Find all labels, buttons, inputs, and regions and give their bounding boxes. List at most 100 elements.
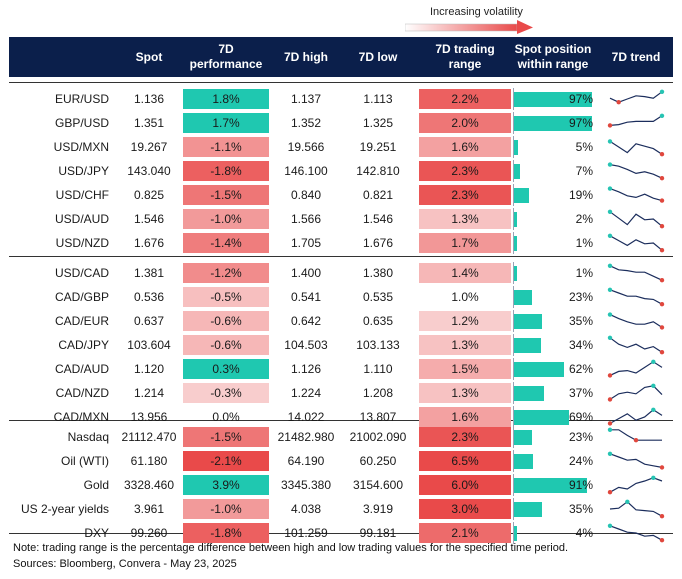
- trend-sparkline: [609, 499, 665, 519]
- low-value-text: 13.807: [359, 410, 397, 424]
- spot-value: 1.546: [119, 208, 179, 230]
- group-divider: [9, 82, 673, 83]
- header-7d-trend: 7D trend: [611, 49, 661, 64]
- high-value: 3345.380: [273, 474, 339, 496]
- perf-heat-cell: [183, 383, 269, 403]
- spot-value: 1.676: [119, 232, 179, 254]
- perf-heat-cell: [183, 335, 269, 355]
- row-label: Nasdaq: [9, 426, 115, 448]
- low-value-text: 1.546: [362, 212, 394, 226]
- spot-position-value: 62%: [568, 362, 593, 376]
- spot-position-value: 35%: [568, 502, 593, 516]
- spot-position-track: [513, 208, 594, 230]
- range-value-text: 1.2%: [451, 314, 479, 328]
- range-value-text: 2.3%: [451, 430, 479, 444]
- high-value-text: 4.038: [290, 502, 322, 516]
- range-heat-cell: [419, 475, 511, 495]
- spot-position-value: 19%: [568, 188, 593, 202]
- range-value-text: 6.5%: [451, 454, 479, 468]
- trend-max-point: [607, 186, 613, 191]
- trend-line: [609, 385, 663, 400]
- table-row: CAD/MXN 13.956 0.0% 14.022 13.807 1.6% 69%: [9, 406, 673, 428]
- spot-value-text: 0.825: [133, 188, 165, 202]
- high-value: 1.126: [273, 358, 339, 380]
- trend-max-point: [607, 523, 613, 528]
- table-row: Gold 3328.460 3.9% 3345.380 3154.600 6.0% 91%: [9, 474, 673, 496]
- range-value-text: 3.0%: [451, 502, 479, 516]
- spot-value-text: 19.267: [130, 140, 168, 154]
- spot-position-track: [513, 522, 594, 544]
- range-heat-cell: [419, 523, 511, 543]
- perf-value-text: -0.6%: [210, 314, 242, 328]
- spot-value-text: 3328.460: [123, 478, 175, 492]
- spot-position-value: 5%: [575, 140, 593, 154]
- spot-position-bar: [514, 338, 542, 353]
- spot-position-bar: [514, 454, 534, 469]
- row-label: USD/AUD: [9, 208, 115, 230]
- range-heat-cell: [419, 89, 511, 109]
- row-label-text: USD/CHF: [55, 188, 109, 202]
- range-heat-cell: [419, 233, 511, 253]
- trend-max-point: [607, 335, 613, 340]
- range-value-text: 6.0%: [451, 478, 479, 492]
- perf-value: -1.4%: [183, 232, 269, 254]
- perf-value-text: -0.3%: [210, 386, 242, 400]
- trend-max-point: [607, 312, 613, 317]
- trend-line: [609, 314, 663, 328]
- spot-position-bar: [514, 212, 517, 227]
- range-value: 1.6%: [419, 406, 511, 428]
- spot-position-value: 7%: [575, 164, 593, 178]
- perf-value: -1.0%: [183, 208, 269, 230]
- trend-sparkline: [607, 113, 665, 128]
- high-value-text: 0.840: [290, 188, 322, 202]
- footnote: Note: trading range is the percentage di…: [13, 542, 569, 554]
- spot-position-bar: [514, 140, 518, 155]
- spot-position-track: [513, 160, 594, 182]
- spot-value: 143.040: [119, 160, 179, 182]
- trend-line: [609, 115, 663, 126]
- spot-value: 99.260: [119, 522, 179, 544]
- perf-value-text: -1.5%: [210, 188, 242, 202]
- trend-sparkline: [607, 263, 665, 283]
- high-value-text: 1.352: [290, 116, 322, 130]
- trend-sparkline: [607, 451, 665, 470]
- row-label: CAD/MXN: [9, 406, 115, 428]
- perf-value-text: -1.8%: [210, 526, 242, 540]
- low-value-text: 1.113: [363, 92, 393, 106]
- range-value: 1.5%: [419, 358, 511, 380]
- trend-line: [609, 140, 663, 155]
- high-value-text: 1.566: [290, 212, 322, 226]
- perf-heat-cell: [183, 263, 269, 283]
- row-label: US 2-year yields: [9, 498, 115, 520]
- perf-heat-cell: [183, 475, 269, 495]
- spot-value-text: 1.136: [133, 92, 165, 106]
- high-value: 4.038: [273, 498, 339, 520]
- low-value: 13.807: [343, 406, 413, 428]
- low-value: 60.250: [343, 450, 413, 472]
- trend-min-point: [659, 538, 665, 543]
- low-value: 3.919: [343, 498, 413, 520]
- range-heat-cell: [419, 407, 511, 427]
- trend-max-point: [607, 209, 613, 214]
- spot-position-bar: [514, 290, 533, 305]
- trend-line: [609, 289, 663, 305]
- perf-value-text: -0.5%: [210, 290, 242, 304]
- high-value-text: 1.126: [290, 362, 322, 376]
- perf-heat-cell: [183, 523, 269, 543]
- perf-heat-cell: [183, 427, 269, 447]
- table-row: CAD/JPY 103.604 -0.6% 104.503 103.133 1.3% 34%: [9, 334, 673, 356]
- spot-position-value: 23%: [568, 290, 593, 304]
- range-heat-cell: [419, 427, 511, 447]
- spot-position-track: [513, 358, 594, 380]
- high-value: 1.137: [273, 88, 339, 110]
- spot-position-value: 91%: [568, 478, 593, 492]
- table-row: CAD/NZD 1.214 -0.3% 1.224 1.208 1.3% 37%: [9, 382, 673, 404]
- row-label-text: CAD/JPY: [58, 338, 109, 352]
- perf-value-text: 3.9%: [212, 478, 240, 492]
- table-row: USD/NZD 1.676 -1.4% 1.705 1.676 1.7% 1%: [9, 232, 673, 254]
- high-value-text: 101.259: [284, 526, 328, 540]
- spot-value-text: 1.381: [133, 266, 165, 280]
- spot-value: 19.267: [119, 136, 179, 158]
- header-7d-high: 7D high: [284, 49, 328, 64]
- trend-min-point: [633, 438, 639, 443]
